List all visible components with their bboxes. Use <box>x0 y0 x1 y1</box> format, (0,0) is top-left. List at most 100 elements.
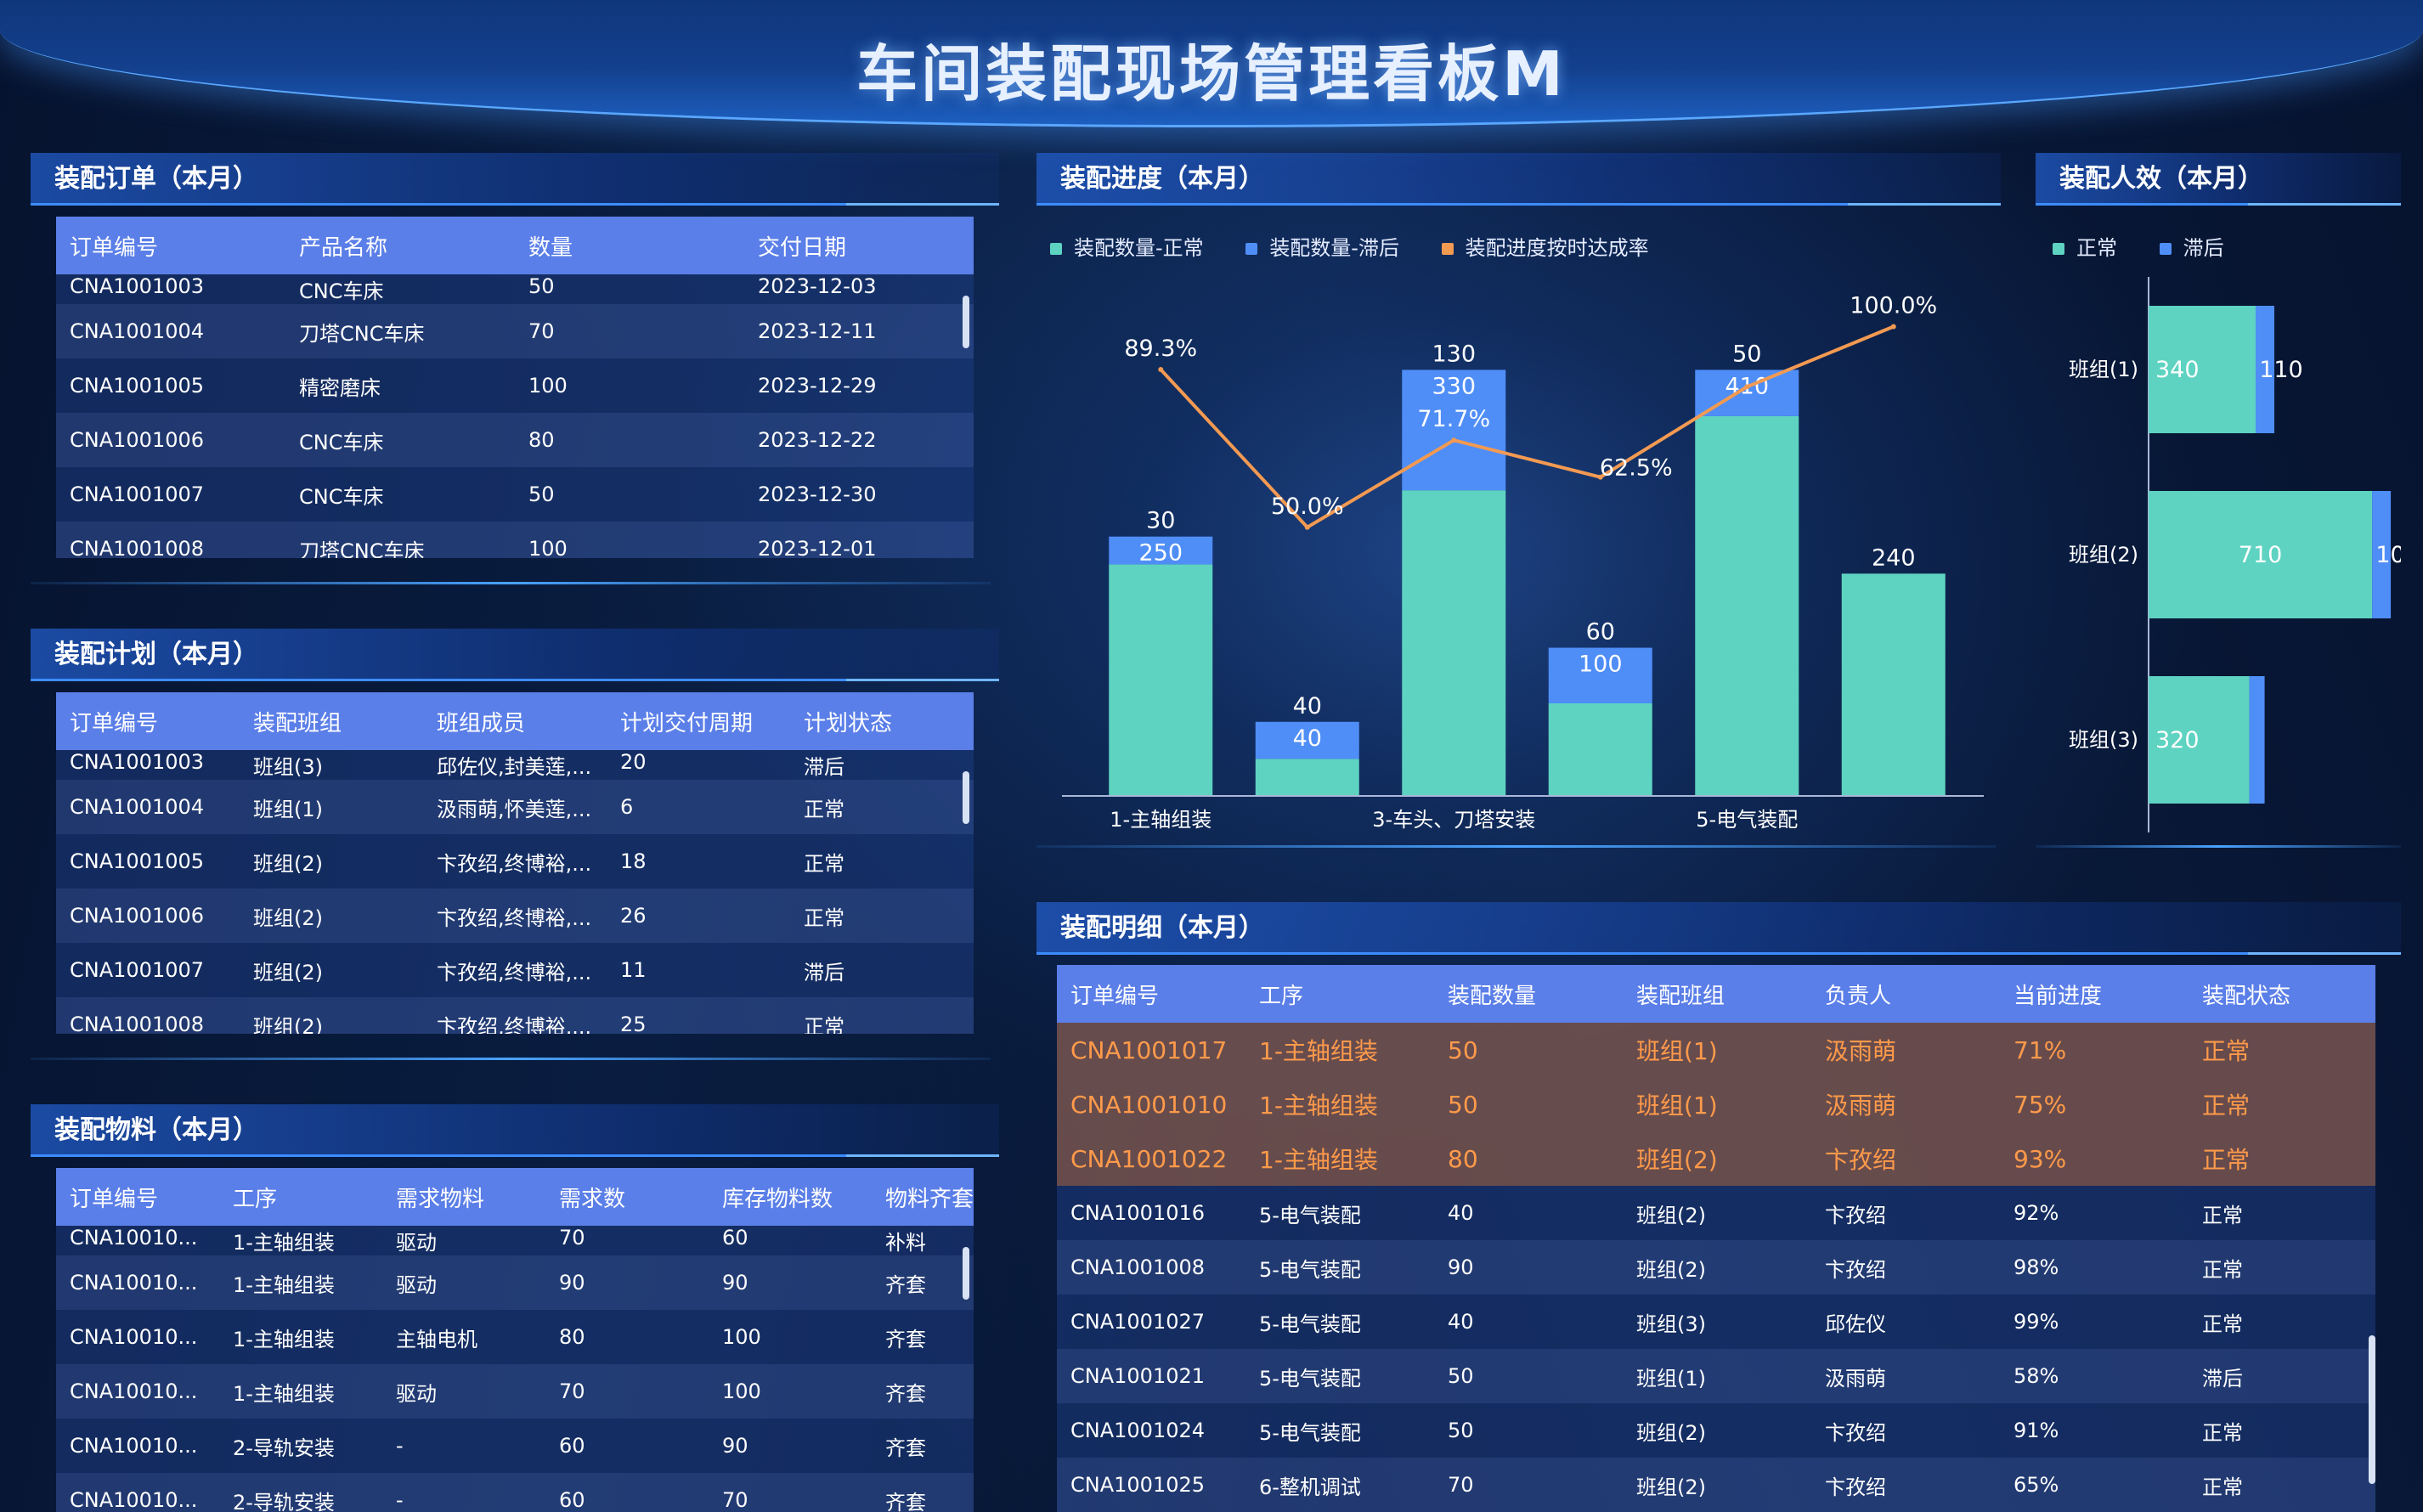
plans-cell: 班组(2) <box>240 889 423 943</box>
details-header-row: 订单编号 工序 装配数量 装配班组 负责人 当前进度 装配状态 <box>1057 965 2375 1023</box>
materials-col-header[interactable]: 订单编号 <box>56 1168 219 1226</box>
materials-cell: 70 <box>545 1226 709 1255</box>
details-table-wrap[interactable]: 订单编号 工序 装配数量 装配班组 负责人 当前进度 装配状态 CNA1001017 1-主轴… <box>1057 965 2375 1512</box>
rate-label: 62.5% <box>1600 455 1673 482</box>
bar-normal <box>1402 490 1506 796</box>
details-scrollbar[interactable] <box>2369 1335 2375 1484</box>
orders-cell: 2023-12-01 <box>744 522 974 558</box>
details-table-row[interactable]: CNA1001024 5-电气装配 50 班组(2) 卞孜绍 91% 正常 <box>1057 1403 2375 1458</box>
plans-cell: CNA1001008 <box>56 997 240 1034</box>
orders-col-header[interactable]: 数量 <box>515 217 744 274</box>
details-col-header[interactable]: 订单编号 <box>1057 965 1245 1023</box>
materials-col-header[interactable]: 需求数 <box>545 1168 709 1226</box>
details-col-header[interactable]: 装配状态 <box>2189 965 2375 1023</box>
materials-cell: - <box>382 1473 545 1512</box>
legend-normal-swatch <box>1050 243 1062 255</box>
materials-cell: 驱动 <box>382 1255 545 1310</box>
orders-col-header[interactable]: 订单编号 <box>56 217 285 274</box>
orders-table-row[interactable]: CNA1001004 刀塔CNC车床 70 2023-12-11 <box>56 304 974 358</box>
plans-cell: 20 <box>607 750 790 780</box>
orders-scrollbar[interactable] <box>963 296 969 348</box>
details-cell: 正常 <box>2189 1295 2375 1349</box>
materials-col-header[interactable]: 工序 <box>219 1168 382 1226</box>
plans-col-header[interactable]: 计划交付周期 <box>607 692 790 750</box>
details-cell: 卞孜绍 <box>1811 1240 2000 1295</box>
details-col-header[interactable]: 装配数量 <box>1434 965 1623 1023</box>
materials-cell: 主轴电机 <box>382 1310 545 1364</box>
efficiency-panel-title: 装配人效（本月） <box>2036 153 2401 206</box>
materials-table-row[interactable]: CNA10010... 2-导轨安装 -60 90 齐套 <box>56 1419 974 1473</box>
eff-legend-delayed[interactable]: 滞后 <box>2159 236 2224 260</box>
materials-table-row[interactable]: CNA10010... 1-主轴组装 驱动 70 60 补料 <box>56 1226 974 1255</box>
details-table-row[interactable]: CNA1001017 1-主轴组装 50 班组(1) 汲雨萌 71% 正常 <box>1057 1023 2375 1077</box>
orders-cell: CNC车床 <box>285 413 515 467</box>
plans-cell: CNA1001006 <box>56 889 240 943</box>
plans-cell: 邱佐仪,封美莲,... <box>423 750 607 780</box>
details-cell: CNA1001025 <box>1057 1458 1245 1512</box>
materials-scrollbar[interactable] <box>963 1247 969 1300</box>
details-col-header[interactable]: 工序 <box>1245 965 1434 1023</box>
eff-delayed-label: 100 <box>2375 542 2401 568</box>
details-table-row[interactable]: CNA1001025 6-整机调试 70 班组(2) 卞孜绍 65% 正常 <box>1057 1458 2375 1512</box>
details-cell: 卞孜绍 <box>1811 1403 2000 1458</box>
orders-table-row[interactable]: CNA1001006 CNC车床 80 2023-12-22 <box>56 413 974 467</box>
materials-col-header[interactable]: 物料齐套 <box>872 1168 974 1226</box>
details-cell: 1-主轴组装 <box>1245 1131 1434 1186</box>
plans-col-header[interactable]: 订单编号 <box>56 692 240 750</box>
plans-table-row[interactable]: CNA1001003 班组(3) 邱佐仪,封美莲,... 20 滞后 <box>56 750 974 780</box>
orders-table-row[interactable]: CNA1001003 CNC车床 50 2023-12-03 <box>56 274 974 304</box>
plans-cell: 班组(2) <box>240 834 423 889</box>
details-table-row[interactable]: CNA1001021 5-电气装配 50 班组(1) 汲雨萌 58% 滞后 <box>1057 1349 2375 1403</box>
plans-cell: 滞后 <box>790 943 974 997</box>
materials-cell: 90 <box>545 1255 709 1310</box>
plans-table-wrap[interactable]: 订单编号 装配班组 班组成员 计划交付周期 计划状态 CNA1001003 班组(3) 邱佐… <box>56 692 974 1034</box>
eff-legend-normal[interactable]: 正常 <box>2053 236 2117 260</box>
plans-table-row[interactable]: CNA1001005 班组(2) 卞孜绍,终博裕,... 18 正常 <box>56 834 974 889</box>
details-cell: 1-主轴组装 <box>1245 1023 1434 1077</box>
orders-col-header[interactable]: 产品名称 <box>285 217 515 274</box>
plans-table-row[interactable]: CNA1001006 班组(2) 卞孜绍,终博裕,... 26 正常 <box>56 889 974 943</box>
materials-table-row[interactable]: CNA10010... 1-主轴组装 驱动 90 90 齐套 <box>56 1255 974 1310</box>
plans-table-row[interactable]: CNA1001004 班组(1) 汲雨萌,怀美莲,... 6 正常 <box>56 780 974 834</box>
materials-col-header[interactable]: 需求物料 <box>382 1168 545 1226</box>
materials-table-row[interactable]: CNA10010... 2-导轨安装 -60 70 齐套 <box>56 1473 974 1512</box>
orders-table-row[interactable]: CNA1001008 刀塔CNC车床 100 2023-12-01 <box>56 522 974 558</box>
details-col-header[interactable]: 装配班组 <box>1623 965 1811 1023</box>
details-table-row[interactable]: CNA1001022 1-主轴组装 80 班组(2) 卞孜绍 93% 正常 <box>1057 1131 2375 1186</box>
details-table-row[interactable]: CNA1001008 5-电气装配 90 班组(2) 卞孜绍 98% 正常 <box>1057 1240 2375 1295</box>
details-col-header[interactable]: 负责人 <box>1811 965 2000 1023</box>
plans-col-header[interactable]: 计划状态 <box>790 692 974 750</box>
details-table-row[interactable]: CNA1001010 1-主轴组装 50 班组(1) 汲雨萌 75% 正常 <box>1057 1077 2375 1131</box>
materials-table-row[interactable]: CNA10010... 1-主轴组装 驱动 70 100 齐套 <box>56 1364 974 1419</box>
legend-rate[interactable]: 装配进度按时达成率 <box>1441 236 1649 260</box>
details-table-row[interactable]: CNA1001027 5-电气装配 40 班组(3) 邱佐仪 99% 正常 <box>1057 1295 2375 1349</box>
orders-table-row[interactable]: CNA1001007 CNC车床 50 2023-12-30 <box>56 467 974 522</box>
plans-table-row[interactable]: CNA1001008 班组(2) 卞孜绍,终博裕,... 25 正常 <box>56 997 974 1034</box>
group-label: 班组(2) <box>2069 543 2138 567</box>
orders-col-header[interactable]: 交付日期 <box>744 217 974 274</box>
plans-table-row[interactable]: CNA1001007 班组(2) 卞孜绍,终博裕,... 11 滞后 <box>56 943 974 997</box>
plans-col-header[interactable]: 班组成员 <box>423 692 607 750</box>
plans-cell: CNA1001004 <box>56 780 240 834</box>
orders-table-wrap[interactable]: 订单编号 产品名称 数量 交付日期 CNA1001003 CNC车床 50 2023-12-… <box>56 217 974 558</box>
materials-table-row[interactable]: CNA10010... 1-主轴组装 主轴电机 80 100 齐套 <box>56 1310 974 1364</box>
materials-cell: 60 <box>709 1226 872 1255</box>
materials-col-header[interactable]: 库存物料数 <box>709 1168 872 1226</box>
details-cell: 40 <box>1434 1186 1623 1240</box>
progress-panel-underline <box>1036 845 1997 848</box>
details-cell: 卞孜绍 <box>1811 1131 2000 1186</box>
materials-cell: CNA10010... <box>56 1310 219 1364</box>
legend-normal[interactable]: 装配数量-正常 <box>1050 236 1204 260</box>
materials-table-wrap[interactable]: 订单编号 工序 需求物料 需求数 库存物料数 物料齐套 CNA10010... 1-主轴组装… <box>56 1168 974 1512</box>
details-col-header[interactable]: 当前进度 <box>2000 965 2189 1023</box>
details-cell: 65% <box>2000 1458 2189 1512</box>
rate-label: 100.0% <box>1850 293 1937 319</box>
details-panel: 装配明细（本月） 订单编号 工序 装配数量 装配班组 负责人 当前进度 装配状态 CNA10… <box>1036 902 2401 1512</box>
plans-scrollbar[interactable] <box>963 771 969 824</box>
plans-col-header[interactable]: 装配班组 <box>240 692 423 750</box>
details-cell: 班组(2) <box>1623 1458 1811 1512</box>
dashboard-header: 车间装配现场管理看板M <box>0 0 2423 136</box>
legend-delayed[interactable]: 装配数量-滞后 <box>1245 236 1399 260</box>
orders-table-row[interactable]: CNA1001005 精密磨床 100 2023-12-29 <box>56 358 974 413</box>
details-table-row[interactable]: CNA1001016 5-电气装配 40 班组(2) 卞孜绍 92% 正常 <box>1057 1186 2375 1240</box>
